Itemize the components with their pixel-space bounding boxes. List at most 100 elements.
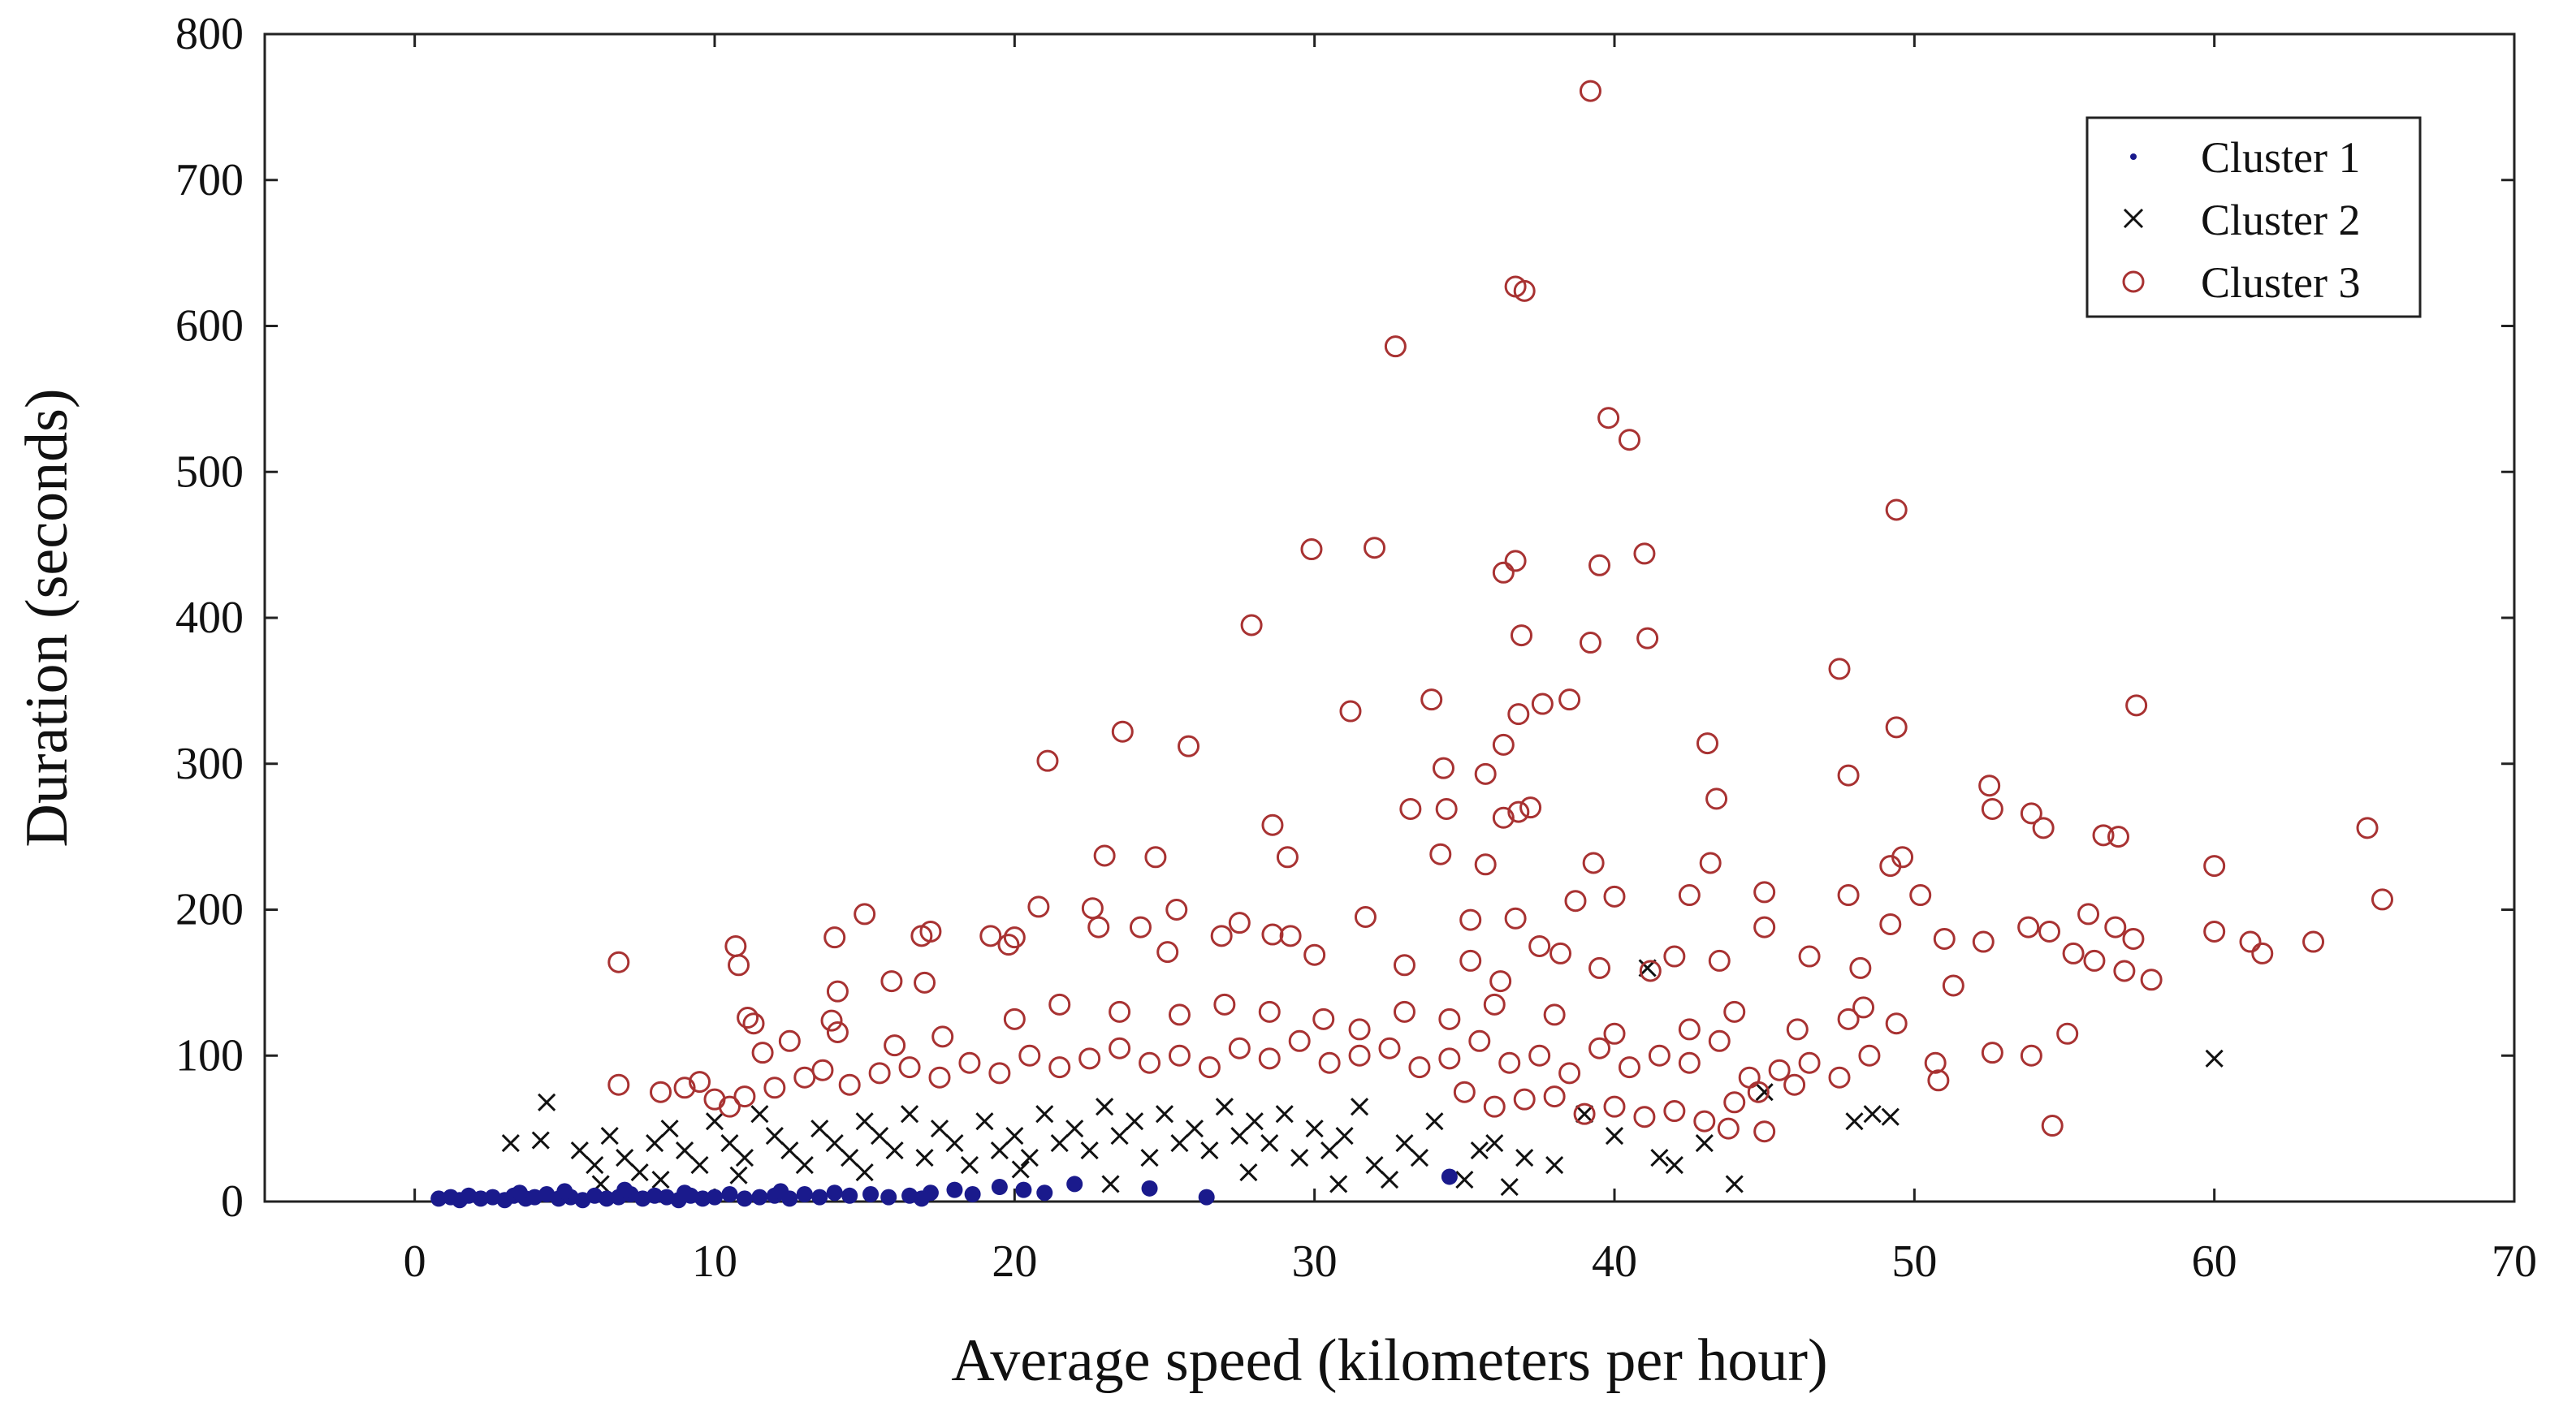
point-cluster-3 [1798,1051,1821,1074]
point-cluster-3 [1981,1042,2003,1064]
point-cluster-3 [1618,429,1640,451]
point-cluster-3 [1492,733,1515,756]
point-cluster-3 [826,980,849,1003]
point-cluster-3 [1603,1022,1626,1045]
y-tick-label: 400 [175,593,244,643]
point-cluster-3 [1261,923,1284,946]
y-tick-label: 100 [175,1030,244,1081]
point-cluster-3 [1603,1095,1626,1118]
point-cluster-3 [1378,1037,1401,1059]
point-cluster-3 [1459,949,1482,972]
point-cluster-3 [1828,658,1851,680]
legend: Cluster 1 Cluster 2 Cluster 3 [2085,116,2422,318]
point-cluster-1 [616,1181,633,1198]
point-cluster-3 [2017,916,2040,939]
y-tick-label: 500 [175,447,244,497]
point-cluster-3 [1708,949,1731,972]
point-cluster-2 [570,1141,589,1160]
point-cluster-2 [780,1141,799,1160]
point-cluster-2 [1515,1149,1534,1167]
point-cluster-3 [1678,1051,1701,1074]
x-tick-label: 10 [692,1236,737,1287]
point-cluster-2 [945,1134,964,1153]
point-cluster-3 [1303,943,1326,966]
point-cluster-3 [1753,916,1776,939]
point-cluster-3 [1837,884,1860,907]
point-cluster-3 [1663,945,1686,968]
point-cluster-3 [1972,930,1995,953]
point-cluster-3 [1027,895,1050,918]
point-cluster-3 [1018,1044,1041,1067]
point-cluster-2 [1155,1105,1174,1124]
y-axis-title: Duration (seconds) [14,388,80,847]
point-cluster-1 [946,1181,963,1198]
point-cluster-3 [1109,1037,1131,1059]
point-cluster-1 [1141,1180,1158,1197]
point-cluster-3 [1852,996,1875,1019]
point-cluster-2 [1126,1112,1144,1131]
x-tick-label: 60 [2192,1236,2237,1287]
point-cluster-3 [2302,930,2325,953]
point-cluster-3 [997,934,1020,956]
point-cluster-3 [1507,800,1530,823]
point-cluster-2 [1665,1156,1683,1175]
point-cluster-3 [1885,498,1908,521]
point-cluster-3 [1828,1066,1851,1089]
point-cluster-3 [1636,627,1659,649]
point-cluster-3 [1933,927,1956,950]
point-cluster-3 [2140,969,2163,991]
point-cluster-2 [795,1156,814,1175]
point-cluster-2 [1395,1134,1414,1153]
point-cluster-3 [1858,1044,1881,1067]
point-cluster-3 [854,903,876,926]
point-cluster-3 [919,920,942,943]
point-cluster-2 [1470,1141,1489,1160]
point-cluster-1 [826,1184,843,1202]
point-cluster-3 [607,1073,630,1096]
point-cluster-3 [1519,796,1542,819]
point-cluster-3 [1483,993,1506,1016]
point-cluster-3 [884,1034,906,1057]
point-cluster-3 [1168,1044,1191,1067]
point-cluster-2 [1096,1098,1114,1116]
point-cluster-3 [728,954,750,977]
x-tick-label: 70 [2492,1236,2537,1287]
point-cluster-3 [1558,688,1581,711]
point-cluster-3 [1393,1000,1416,1023]
point-cluster-3 [1258,1000,1281,1023]
point-cluster-3 [1003,926,1026,949]
point-cluster-3 [1639,960,1662,982]
point-cluster-1 [430,1190,447,1207]
point-cluster-3 [1678,1018,1701,1041]
point-cluster-3 [1198,1056,1221,1079]
point-cluster-2 [1881,1107,1900,1126]
point-cluster-3 [811,1059,834,1081]
point-cluster-2 [1575,1105,1594,1124]
point-cluster-3 [1753,881,1776,904]
y-tick-label: 300 [175,739,244,789]
point-cluster-3 [1003,1008,1026,1030]
point-cluster-3 [1109,1000,1131,1023]
point-cluster-3 [1348,1044,1371,1067]
point-cluster-3 [1318,1051,1341,1074]
point-cluster-3 [1453,1081,1476,1103]
point-cluster-3 [1924,1051,1947,1074]
point-cluster-3 [1288,1029,1311,1052]
point-cluster-3 [1438,1047,1461,1070]
point-cluster-3 [1564,890,1587,913]
point-cluster-3 [1459,908,1482,931]
point-cluster-3 [1048,993,1071,1016]
point-cluster-1 [811,1189,828,1206]
point-cluster-2 [729,1166,748,1184]
point-cluster-3 [1498,1051,1521,1074]
point-cluster-2 [1485,1134,1504,1153]
point-cluster-3 [1582,852,1605,874]
point-cluster-3 [1513,1088,1536,1111]
point-cluster-3 [1723,1000,1746,1023]
point-cluster-3 [1579,632,1601,654]
point-cluster-2 [1020,1149,1039,1167]
point-cluster-3 [742,1012,765,1035]
point-cluster-3 [1156,941,1179,964]
point-cluster-3 [1168,1003,1191,1026]
point-cluster-3 [1513,279,1536,302]
